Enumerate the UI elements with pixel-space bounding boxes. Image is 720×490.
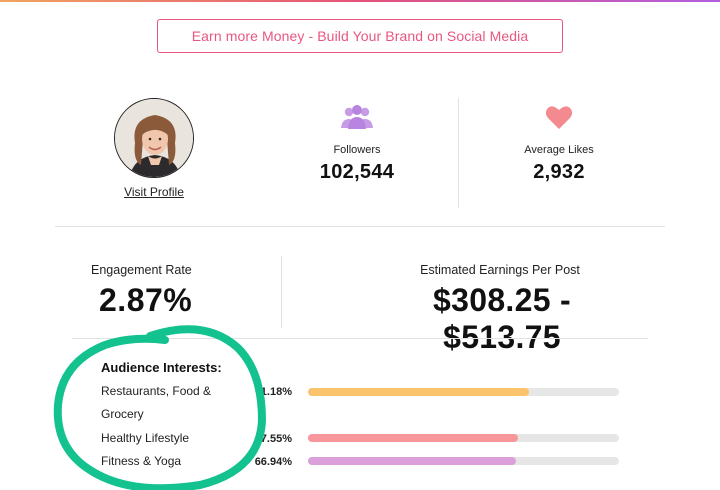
engagement-rate-value: 2.87%	[99, 282, 193, 318]
average-likes-stat: Average Likes 2,932	[500, 104, 618, 184]
build-brand-button[interactable]: Earn more Money - Build Your Brand on So…	[157, 19, 563, 53]
metrics-divider	[281, 256, 282, 328]
avatar-illustration	[115, 99, 193, 177]
interest-label: Restaurants, Food & Grocery	[101, 384, 212, 421]
earnings-value: $308.25 - $513.75	[433, 282, 571, 355]
visit-profile-link[interactable]: Visit Profile	[124, 185, 184, 199]
engagement-rate-label: Engagement Rate	[91, 263, 192, 277]
section-divider	[55, 226, 665, 227]
audience-interests-title: Audience Interests:	[101, 360, 222, 375]
interest-bar-fill	[308, 457, 517, 465]
average-likes-value: 2,932	[533, 161, 585, 183]
top-gradient-bar	[0, 0, 720, 2]
interest-label: Healthy Lifestyle	[101, 431, 190, 445]
interest-bar-fill	[308, 388, 530, 396]
people-icon	[341, 105, 373, 129]
interest-percent: 67.55%	[254, 433, 292, 445]
heart-icon	[545, 106, 573, 129]
followers-stat: Followers 102,544	[300, 104, 414, 184]
avatar[interactable]	[114, 98, 194, 178]
interest-bar-track	[308, 457, 619, 465]
average-likes-label: Average Likes	[524, 144, 594, 156]
section-divider-2	[72, 338, 648, 339]
interest-percent: 71.18%	[254, 386, 292, 398]
interest-percent: 66.94%	[254, 456, 292, 468]
followers-value: 102,544	[319, 161, 395, 183]
earnings-label: Estimated Earnings Per Post	[420, 263, 580, 277]
stats-divider	[458, 98, 459, 208]
interest-label: Fitness & Yoga	[101, 454, 182, 468]
interest-bar-fill	[308, 434, 519, 442]
interest-bar-track	[308, 388, 619, 396]
interest-bar-track	[308, 434, 619, 442]
followers-label: Followers	[333, 144, 381, 156]
